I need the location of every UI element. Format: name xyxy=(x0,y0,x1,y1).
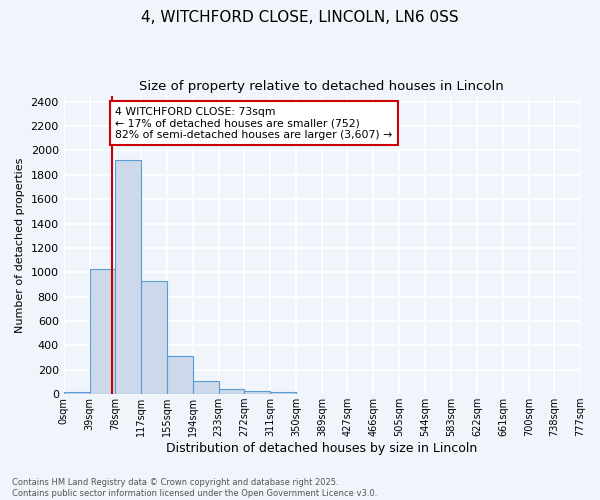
Text: Contains HM Land Registry data © Crown copyright and database right 2025.
Contai: Contains HM Land Registry data © Crown c… xyxy=(12,478,377,498)
Bar xyxy=(271,392,296,394)
Bar xyxy=(244,391,271,394)
Bar xyxy=(115,160,142,394)
Bar xyxy=(193,382,218,394)
Text: 4 WITCHFORD CLOSE: 73sqm
← 17% of detached houses are smaller (752)
82% of semi-: 4 WITCHFORD CLOSE: 73sqm ← 17% of detach… xyxy=(115,106,393,140)
X-axis label: Distribution of detached houses by size in Lincoln: Distribution of detached houses by size … xyxy=(166,442,478,455)
Text: 4, WITCHFORD CLOSE, LINCOLN, LN6 0SS: 4, WITCHFORD CLOSE, LINCOLN, LN6 0SS xyxy=(141,10,459,25)
Title: Size of property relative to detached houses in Lincoln: Size of property relative to detached ho… xyxy=(139,80,504,93)
Y-axis label: Number of detached properties: Number of detached properties xyxy=(15,157,25,332)
Bar xyxy=(64,392,89,394)
Bar xyxy=(89,268,115,394)
Bar xyxy=(218,388,244,394)
Bar xyxy=(142,281,167,394)
Bar xyxy=(167,356,193,394)
